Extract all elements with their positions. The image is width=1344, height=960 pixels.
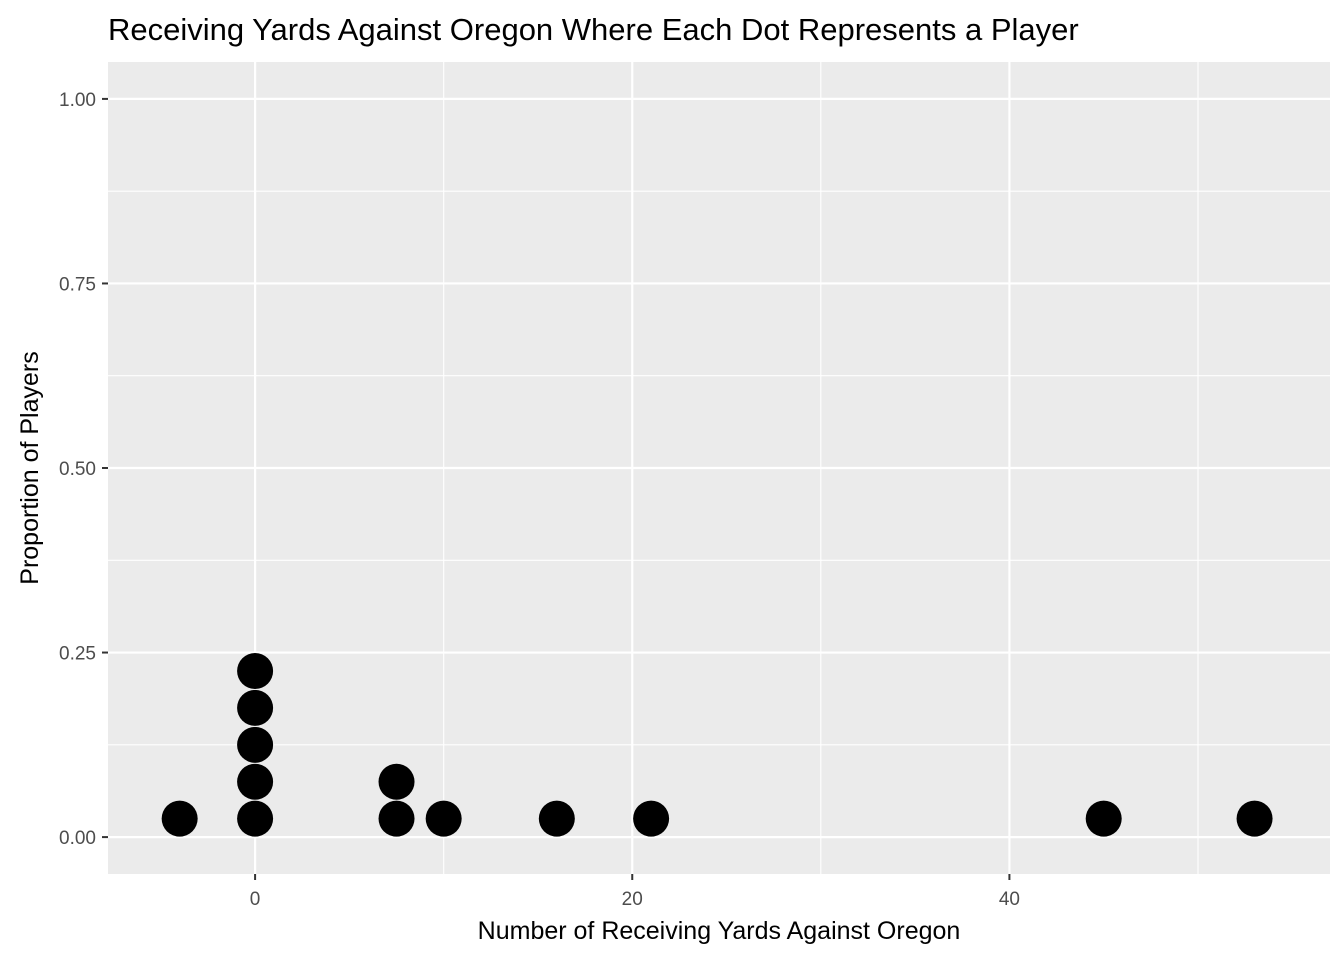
x-tick-label: 0 xyxy=(250,889,261,910)
data-point xyxy=(378,800,415,837)
y-tick-label: 0.25 xyxy=(59,644,96,665)
data-point xyxy=(378,763,415,800)
x-tick-label: 20 xyxy=(622,889,643,910)
data-point xyxy=(237,653,274,689)
data-point xyxy=(237,763,274,800)
y-tick-label: 0.00 xyxy=(59,828,96,849)
data-point xyxy=(237,800,274,837)
y-tick-label: 1.00 xyxy=(59,90,96,111)
data-point xyxy=(237,726,274,763)
x-axis-ticks: 0 20 40 xyxy=(250,874,1020,910)
data-points xyxy=(161,653,1273,837)
data-point xyxy=(425,800,462,837)
y-tick-label: 0.75 xyxy=(59,274,96,295)
y-tick-label: 0.50 xyxy=(59,459,96,480)
chart-title: Receiving Yards Against Oregon Where Eac… xyxy=(108,12,1079,47)
data-point xyxy=(237,689,274,726)
y-axis-title: Proportion of Players xyxy=(16,351,44,584)
x-axis-title: Number of Receiving Yards Against Oregon xyxy=(478,917,961,945)
data-point xyxy=(1085,800,1122,837)
data-point xyxy=(538,800,575,837)
x-tick-label: 40 xyxy=(999,889,1020,910)
y-axis-ticks: 0.00 0.25 0.50 0.75 1.00 xyxy=(59,90,108,849)
data-point xyxy=(633,800,670,837)
data-point xyxy=(161,800,198,837)
data-point xyxy=(1236,800,1273,837)
